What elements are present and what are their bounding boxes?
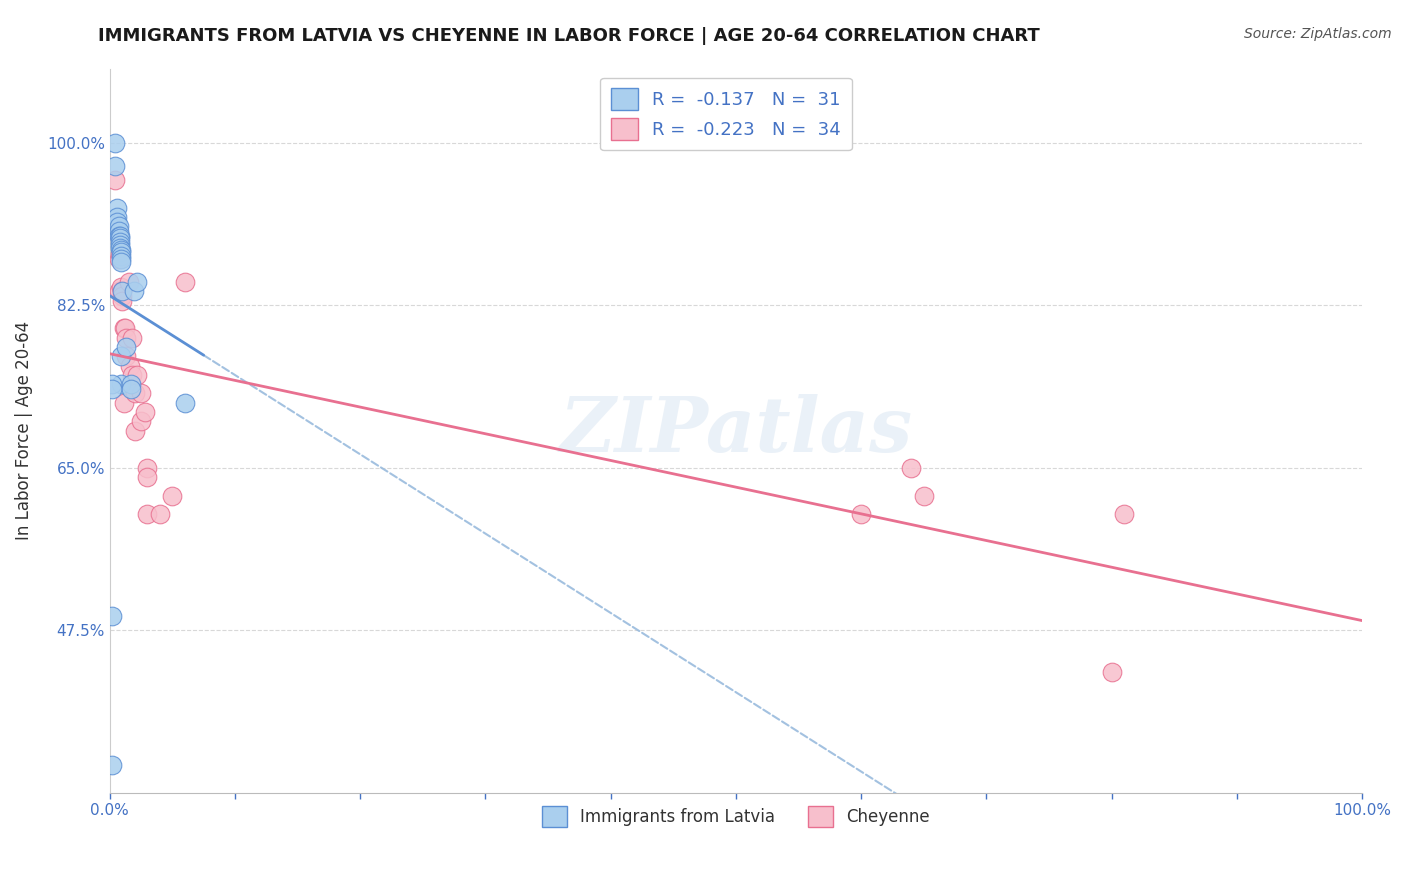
Point: [129, 414, 152, 428]
Point: [124, 424, 146, 438]
Point: [105, 201, 128, 215]
Point: [117, 275, 139, 289]
Point: [136, 470, 159, 484]
Point: [121, 331, 143, 345]
Point: [108, 235, 131, 249]
Point: [115, 331, 138, 345]
Point: [111, 293, 134, 308]
Point: [110, 249, 132, 263]
Point: [107, 252, 129, 266]
Point: [107, 219, 129, 234]
Point: [115, 340, 138, 354]
Point: [900, 460, 922, 475]
Point: [114, 321, 136, 335]
Point: [107, 224, 129, 238]
Point: [108, 238, 131, 252]
Point: [127, 275, 149, 289]
Point: [115, 349, 138, 363]
Point: [120, 377, 142, 392]
Point: [112, 321, 135, 335]
Point: [101, 757, 124, 772]
Point: [111, 285, 134, 299]
Point: [111, 285, 134, 299]
Point: [104, 159, 127, 173]
Point: [107, 228, 129, 243]
Text: IMMIGRANTS FROM LATVIA VS CHEYENNE IN LABOR FORCE | AGE 20-64 CORRELATION CHART: IMMIGRANTS FROM LATVIA VS CHEYENNE IN LA…: [98, 27, 1040, 45]
Point: [110, 254, 132, 268]
Point: [108, 231, 131, 245]
Text: Source: ZipAtlas.com: Source: ZipAtlas.com: [1244, 27, 1392, 41]
Point: [107, 285, 129, 299]
Point: [134, 405, 156, 419]
Point: [110, 377, 132, 392]
Point: [121, 368, 143, 382]
Point: [110, 245, 132, 260]
Legend: Immigrants from Latvia, Cheyenne: Immigrants from Latvia, Cheyenne: [533, 798, 939, 835]
Point: [162, 489, 184, 503]
Point: [108, 228, 131, 243]
Point: [149, 507, 172, 521]
Point: [136, 507, 159, 521]
Point: [127, 368, 149, 382]
Point: [136, 460, 159, 475]
Text: ZIPatlas: ZIPatlas: [560, 393, 912, 467]
Point: [110, 349, 132, 363]
Point: [104, 173, 127, 187]
Point: [101, 609, 124, 624]
Point: [108, 241, 131, 255]
Point: [124, 386, 146, 401]
Y-axis label: In Labor Force | Age 20-64: In Labor Force | Age 20-64: [15, 321, 32, 541]
Point: [110, 243, 132, 257]
Point: [120, 382, 142, 396]
Point: [110, 252, 132, 266]
Point: [173, 275, 195, 289]
Point: [118, 359, 141, 373]
Point: [129, 386, 152, 401]
Point: [112, 395, 135, 409]
Point: [101, 377, 124, 392]
Point: [912, 489, 935, 503]
Point: [108, 247, 131, 261]
Point: [104, 136, 127, 150]
Point: [1112, 507, 1135, 521]
Point: [111, 289, 134, 303]
Point: [110, 279, 132, 293]
Point: [173, 395, 195, 409]
Point: [105, 215, 128, 229]
Point: [849, 507, 872, 521]
Point: [122, 285, 145, 299]
Point: [105, 210, 128, 224]
Point: [101, 382, 124, 396]
Point: [1101, 665, 1123, 679]
